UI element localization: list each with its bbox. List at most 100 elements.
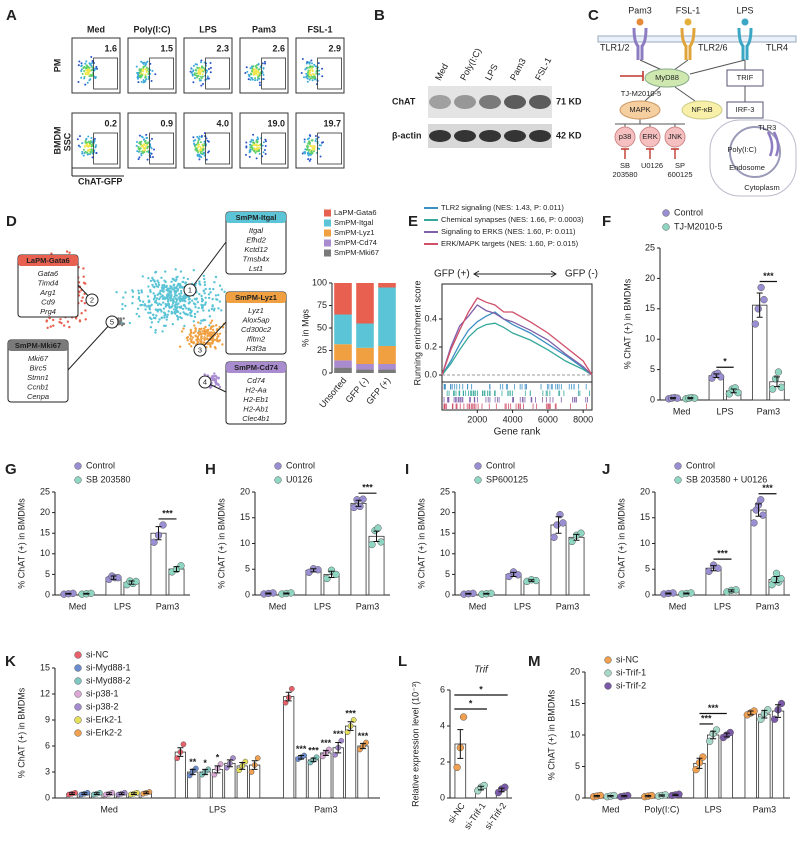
cell-point <box>169 306 172 309</box>
cell-point <box>140 291 144 294</box>
cell-point <box>199 328 202 331</box>
flow-event <box>145 66 148 69</box>
flow-event <box>80 76 83 79</box>
flow-event <box>256 76 259 79</box>
cell-point <box>206 332 210 335</box>
y-tick-label: 75 <box>317 300 327 310</box>
legend-label: Control <box>286 460 315 470</box>
significance-label: *** <box>762 483 773 493</box>
cell-point <box>176 318 180 321</box>
cell-point <box>192 331 196 335</box>
cell-point <box>156 293 159 296</box>
data-point <box>150 538 158 546</box>
legend-label: Control <box>674 207 703 217</box>
cell-point <box>184 281 187 285</box>
flow-event <box>200 84 203 87</box>
y-tick-label: 25 <box>317 345 327 355</box>
gate-percent: 2.9 <box>328 43 341 53</box>
flow-event <box>145 78 148 81</box>
flow-event <box>300 72 303 75</box>
node-shape <box>664 126 686 148</box>
cell-point <box>207 334 210 337</box>
error-bar <box>713 373 720 379</box>
cell-point <box>84 309 87 312</box>
data-point <box>288 685 295 692</box>
flow-event <box>254 69 257 72</box>
cell-point <box>84 282 87 285</box>
flow-event <box>90 62 93 65</box>
flow-event <box>196 63 199 66</box>
flow-gate <box>261 132 287 165</box>
legend-marker <box>74 664 82 672</box>
inhibitor <box>620 71 644 81</box>
legend-label: si-Erk2-2 <box>86 727 122 737</box>
flow-gate <box>205 132 231 165</box>
inhibitor-label: 600125 <box>667 170 692 179</box>
cell-point <box>211 328 215 332</box>
plot-frame <box>441 283 593 411</box>
flow-event <box>83 77 86 80</box>
column-label: FSL-1 <box>307 24 332 34</box>
flow-event <box>310 59 313 62</box>
axis-arrow <box>71 120 124 177</box>
cell-point <box>131 295 135 299</box>
flow-event <box>306 77 309 80</box>
flow-event <box>312 150 315 153</box>
cell-point <box>163 312 167 315</box>
flow-event <box>140 154 143 157</box>
y-tick-label: 20 <box>240 486 250 496</box>
flow-event <box>143 151 146 154</box>
flow-event <box>319 155 322 158</box>
cell-point <box>83 302 87 305</box>
cell-point <box>149 279 153 283</box>
cell-point <box>217 307 220 310</box>
cluster-number: 5 <box>110 317 114 326</box>
flow-event <box>141 61 144 64</box>
flow-event <box>306 75 309 78</box>
cluster-marker <box>85 293 99 307</box>
cell-point <box>163 316 166 319</box>
cluster-number: 4 <box>203 377 207 386</box>
flow-event <box>200 66 203 69</box>
flow-event <box>306 145 309 148</box>
flow-event <box>200 156 203 159</box>
flow-event <box>150 137 153 140</box>
flow-event <box>84 62 87 65</box>
flow-event <box>202 144 205 147</box>
y-axis-label: % ChAT (+) in BMDMs <box>16 687 26 778</box>
cell-point <box>161 301 165 304</box>
bar-segment <box>378 346 396 364</box>
gate-percent: 4.0 <box>216 118 229 128</box>
size-label: 71 KD <box>556 96 582 106</box>
node-label: MAPK <box>629 105 650 114</box>
flow-event <box>308 61 311 64</box>
flow-event <box>84 83 87 86</box>
flow-event <box>264 62 267 65</box>
cell-point <box>122 322 126 325</box>
legend-label: SP600125 <box>486 474 528 484</box>
legend-marker <box>674 476 682 484</box>
cell-point <box>147 277 150 280</box>
y-tick-label: 0 <box>445 589 450 599</box>
flow-event <box>247 73 250 76</box>
cell-point <box>189 335 193 338</box>
cell-point <box>159 293 162 296</box>
flow-plot-frame <box>127 37 177 94</box>
cell-point <box>196 310 199 314</box>
node-shape <box>726 69 764 87</box>
x-tick-label: LPS <box>209 804 226 814</box>
flow-event <box>303 76 306 79</box>
flow-gate <box>149 132 175 165</box>
data-point <box>359 495 367 503</box>
flow-event <box>199 67 202 70</box>
bar <box>758 713 771 799</box>
flow-event <box>85 60 88 63</box>
cell-point <box>187 295 191 299</box>
cluster-marker <box>105 315 119 329</box>
flow-event <box>309 71 312 74</box>
node-shape <box>619 100 661 120</box>
cell-point <box>192 320 196 323</box>
cell-point <box>197 321 200 324</box>
receptor <box>680 27 696 60</box>
inhibitor-label: U0126 <box>641 161 663 170</box>
